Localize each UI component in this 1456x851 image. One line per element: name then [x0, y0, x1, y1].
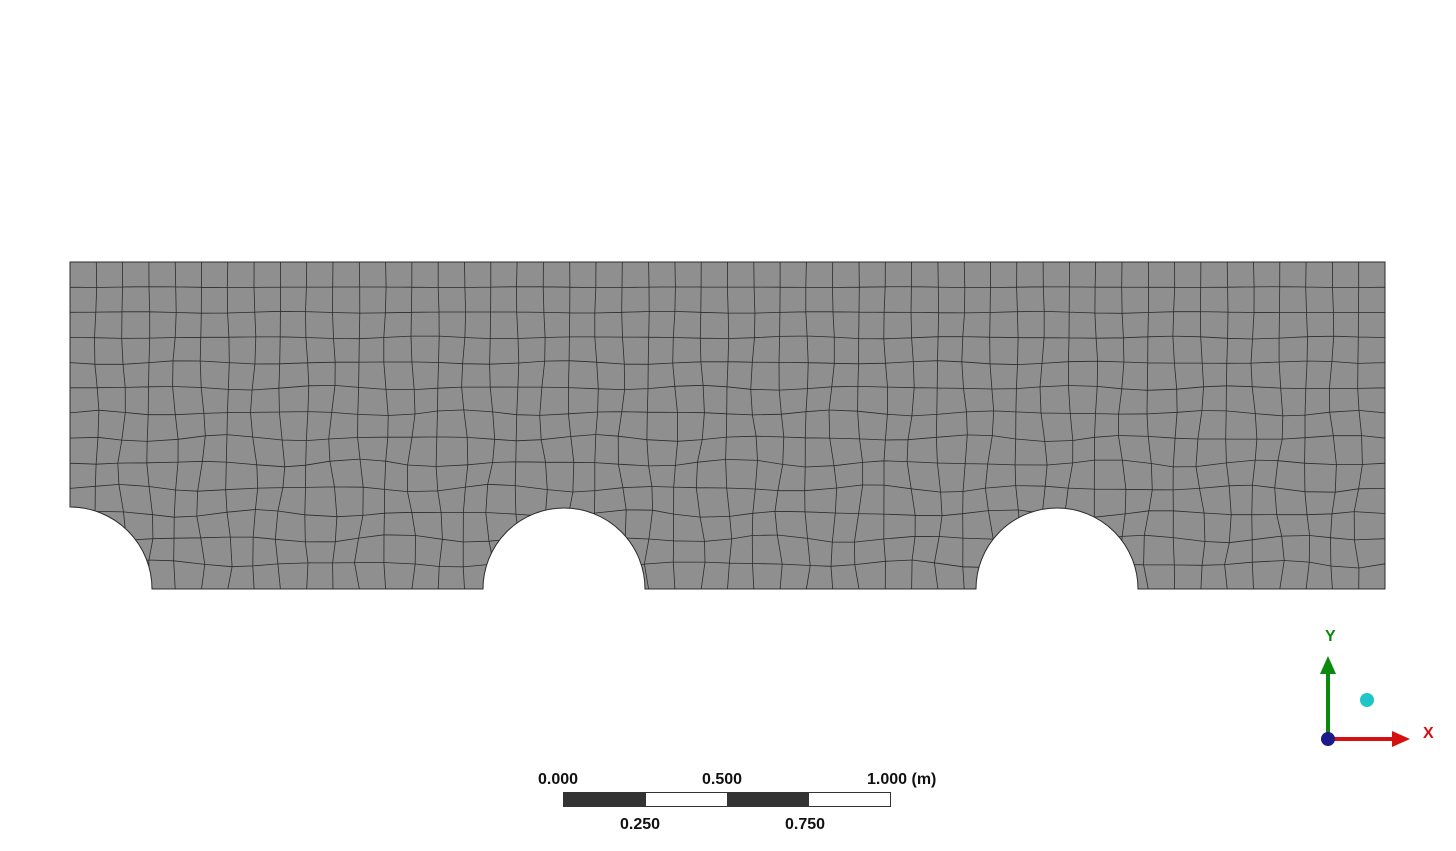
scale-segment [645, 793, 727, 806]
scale-segment [808, 793, 890, 806]
plate-outline [69, 261, 1386, 590]
x-axis-arrowhead [1392, 731, 1410, 747]
mesh-grid [70, 262, 1385, 589]
scale-label-1: 1.000 (m) [867, 771, 937, 788]
scale-bar [563, 792, 891, 807]
scale-label-0: 0.000 [538, 771, 579, 788]
x-axis-label: X [1423, 725, 1434, 742]
scale-segment [727, 793, 809, 806]
scale-label-0.75: 0.750 [785, 816, 826, 833]
plate-body [70, 262, 1385, 589]
scale-label-0.5: 0.500 [702, 771, 743, 788]
isometric-view-button[interactable] [1360, 693, 1374, 707]
scale-label-0.25: 0.250 [620, 816, 661, 833]
y-axis-label: Y [1325, 628, 1336, 645]
y-axis-arrowhead [1320, 656, 1336, 674]
z-axis-dot [1321, 732, 1335, 746]
scale-segment [564, 793, 646, 806]
axis-triad [1320, 656, 1410, 747]
mesh-element-edges [70, 262, 1385, 589]
